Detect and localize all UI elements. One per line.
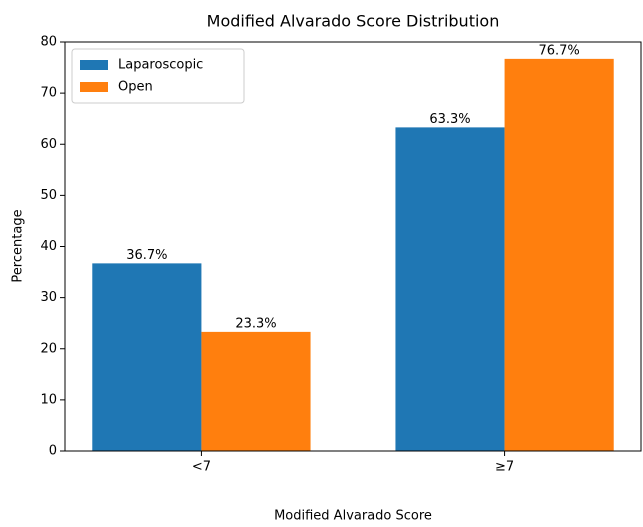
bar	[201, 331, 311, 451]
value-label: 36.7%	[126, 248, 167, 263]
y-axis-label: Percentage	[11, 209, 26, 282]
y-tick-label: 0	[49, 444, 57, 459]
bar	[395, 127, 505, 451]
y-tick-label: 20	[40, 341, 57, 356]
legend-label: Laparoscopic	[118, 58, 203, 73]
value-label: 23.3%	[235, 316, 276, 331]
y-tick-label: 70	[40, 86, 57, 101]
chart-title: Modified Alvarado Score Distribution	[207, 12, 500, 31]
y-tick-label: 10	[40, 392, 57, 407]
legend-label: Open	[118, 80, 153, 95]
plot-frame	[64, 41, 642, 452]
y-tick-label: 50	[40, 188, 57, 203]
y-tick-label: 60	[40, 137, 57, 152]
y-tick-label: 80	[40, 35, 57, 50]
value-label: 76.7%	[538, 43, 579, 58]
value-label: 63.3%	[429, 112, 470, 127]
bar	[92, 263, 202, 451]
bar	[504, 58, 614, 452]
legend-swatch	[80, 82, 108, 92]
legend-box	[71, 48, 245, 104]
y-tick-label: 40	[40, 239, 57, 254]
y-tick-label: 30	[40, 290, 57, 305]
x-tick-label: <7	[192, 460, 211, 475]
x-tick-label: ≥7	[495, 460, 514, 475]
legend-swatch	[80, 60, 108, 70]
x-axis-label: Modified Alvarado Score	[274, 509, 432, 524]
